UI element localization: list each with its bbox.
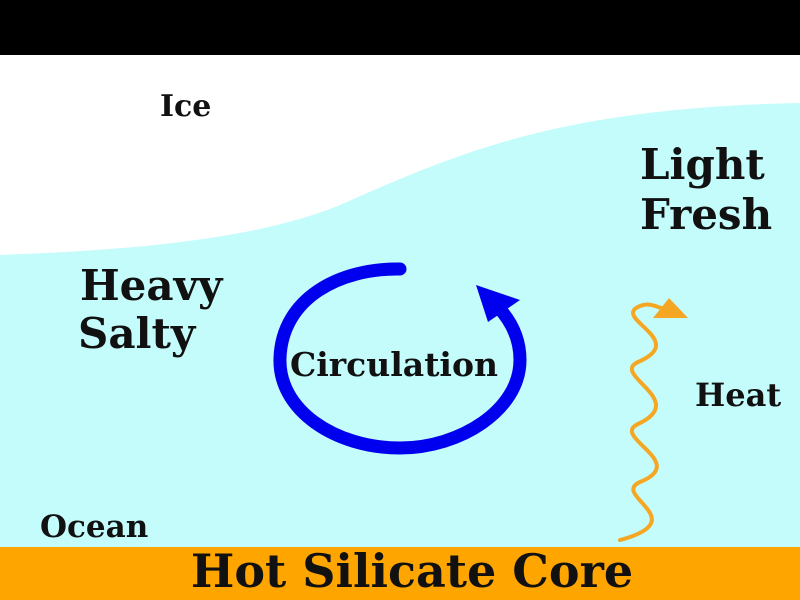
heat-arrow-icon bbox=[618, 298, 688, 542]
heat-label: Heat bbox=[695, 376, 782, 414]
circulation-arrow-icon bbox=[273, 262, 527, 455]
salty-label: Salty bbox=[78, 309, 196, 358]
core-layer bbox=[0, 547, 800, 600]
heavy-label: Heavy bbox=[80, 261, 223, 310]
light-label: Light bbox=[640, 140, 765, 189]
ice-label: Ice bbox=[160, 89, 212, 124]
ocean-layer bbox=[0, 103, 800, 547]
fresh-label: Fresh bbox=[640, 190, 773, 239]
top-bar bbox=[0, 0, 800, 55]
circulation-label: Circulation bbox=[290, 345, 498, 384]
ocean-label: Ocean bbox=[40, 509, 149, 545]
core-label: Hot Silicate Core bbox=[190, 544, 634, 598]
